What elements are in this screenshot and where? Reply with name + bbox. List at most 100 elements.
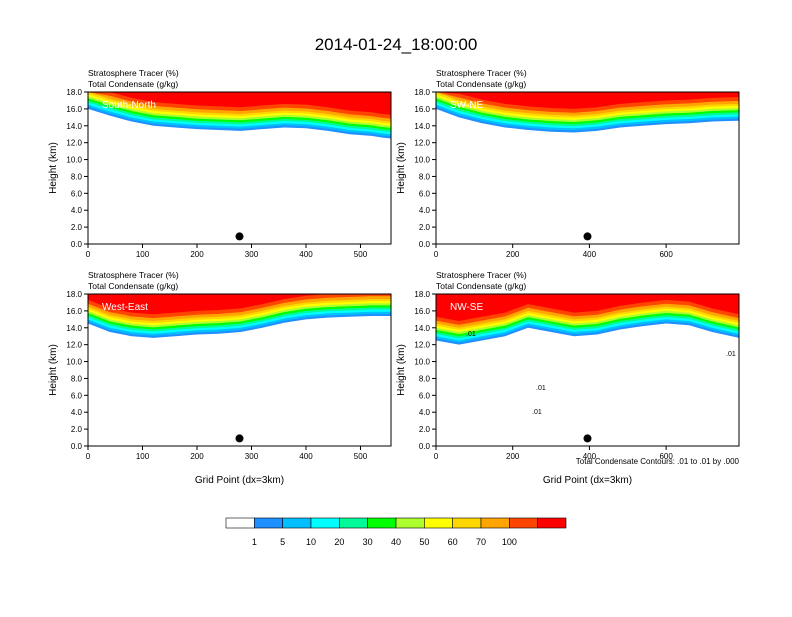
- y-tick-label: 6.0: [419, 391, 431, 400]
- colorbar-swatch: [339, 517, 368, 529]
- field2-label: Total Condensate (g/kg): [436, 79, 526, 89]
- colorbar-swatch: [310, 517, 340, 529]
- field1-label: Stratosphere Tracer (%): [436, 270, 527, 280]
- y-tick-label: 18.0: [66, 88, 82, 97]
- y-tick-label: 8.0: [419, 374, 431, 383]
- colorbar-label: 60: [448, 537, 458, 547]
- panel-name: South-North: [102, 100, 156, 111]
- tracer-band-11: [88, 294, 391, 315]
- location-marker: [583, 232, 592, 241]
- x-tick-label: 0: [86, 250, 91, 259]
- y-tick-label: 16.0: [66, 307, 82, 316]
- colorbar-swatch: [537, 517, 567, 529]
- y-tick-label: 0.0: [71, 240, 83, 249]
- y-tick-label: 10.0: [414, 156, 430, 165]
- y-tick-label: 0.0: [71, 442, 83, 451]
- panel-west-east: 0.0 2.0 4.0 6.0 8.0 10.0 12.0 14.0 16.0 18.0 0 100 2…: [48, 270, 392, 486]
- panel-name: SW-NE: [450, 100, 483, 111]
- tracer-band-11: [436, 294, 739, 322]
- colorbar-swatch: [452, 517, 482, 529]
- plot-frame: [435, 91, 740, 245]
- y-tick-label: 4.0: [71, 408, 83, 417]
- y-axis-label: Height (km): [48, 142, 59, 194]
- y-tick-label: 16.0: [66, 105, 82, 114]
- colorbar-swatch: [395, 517, 425, 529]
- x-tick-label: 500: [354, 250, 368, 259]
- y-tick-label: 4.0: [71, 206, 83, 215]
- colorbar-label: 30: [363, 537, 373, 547]
- contour-note: Total Condensate Contours: .01 to .01 by…: [576, 457, 740, 466]
- colorbar-label: 100: [502, 537, 517, 547]
- y-tick-label: 16.0: [414, 307, 430, 316]
- plot-frame: [435, 293, 740, 447]
- y-tick-label: 12.0: [66, 139, 82, 148]
- field2-label: Total Condensate (g/kg): [88, 79, 178, 89]
- x-tick-label: 600: [659, 452, 673, 461]
- y-tick-label: 0.0: [419, 442, 431, 451]
- x-tick-label: 300: [245, 250, 259, 259]
- colorbar-label: 20: [334, 537, 344, 547]
- colorbar-label: 40: [391, 537, 401, 547]
- y-tick-label: 8.0: [419, 172, 431, 181]
- field2-label: Total Condensate (g/kg): [436, 281, 526, 291]
- field1-label: Stratosphere Tracer (%): [436, 68, 527, 78]
- field1-label: Stratosphere Tracer (%): [88, 270, 179, 280]
- x-tick-label: 200: [506, 250, 520, 259]
- figure-title: 2014-01-24_18:00:00: [315, 35, 478, 54]
- x-tick-label: 400: [583, 452, 597, 461]
- x-tick-label: 100: [136, 452, 150, 461]
- x-tick-label: 0: [434, 452, 439, 461]
- colorbar: 1 5 10 20 30 40 50 60 70 100: [225, 517, 567, 547]
- x-axis-label: Grid Point (dx=3km): [195, 475, 284, 486]
- contour-label: .01: [532, 409, 542, 416]
- colorbar-swatch: [367, 517, 397, 529]
- x-tick-label: 500: [354, 452, 368, 461]
- colorbar-swatch: [282, 517, 312, 529]
- y-tick-label: 14.0: [414, 122, 430, 131]
- field1-label: Stratosphere Tracer (%): [88, 68, 179, 78]
- field2-label: Total Condensate (g/kg): [88, 281, 178, 291]
- x-tick-label: 300: [245, 452, 259, 461]
- y-tick-label: 6.0: [71, 391, 83, 400]
- plot-frame: [87, 91, 392, 245]
- y-tick-label: 12.0: [66, 341, 82, 350]
- x-tick-label: 400: [583, 250, 597, 259]
- x-tick-label: 400: [299, 452, 313, 461]
- x-tick-label: 0: [434, 250, 439, 259]
- tracer-fill: [436, 294, 739, 345]
- y-tick-label: 6.0: [71, 189, 83, 198]
- y-tick-label: 4.0: [419, 408, 431, 417]
- y-tick-label: 12.0: [414, 139, 430, 148]
- tracer-fill: [436, 92, 739, 133]
- x-axis-label: Grid Point (dx=3km): [543, 475, 632, 486]
- y-tick-label: 8.0: [71, 374, 83, 383]
- colorbar-label: 70: [476, 537, 486, 547]
- y-tick-label: 2.0: [419, 223, 431, 232]
- contour-label: .01: [726, 351, 736, 358]
- x-tick-label: 600: [659, 250, 673, 259]
- location-marker: [235, 434, 244, 443]
- y-tick-label: 14.0: [66, 122, 82, 131]
- contour-label: .01: [466, 331, 476, 338]
- panel-name: NW-SE: [450, 302, 483, 313]
- y-tick-label: 10.0: [414, 358, 430, 367]
- y-tick-label: 16.0: [414, 105, 430, 114]
- colorbar-swatch: [509, 517, 538, 529]
- y-tick-label: 12.0: [414, 341, 430, 350]
- y-tick-label: 10.0: [66, 156, 82, 165]
- y-tick-label: 14.0: [414, 324, 430, 333]
- colorbar-swatch: [254, 517, 283, 529]
- y-tick-label: 0.0: [419, 240, 431, 249]
- panel-south-north: 0.0 2.0 4.0 6.0 8.0 10.0 12.0 14.0 16.0 18.0 0 100 2…: [48, 68, 392, 259]
- y-tick-label: 18.0: [414, 88, 430, 97]
- colorbar-swatch: [424, 517, 453, 529]
- colorbar-label: 10: [306, 537, 316, 547]
- tracer-fill: [88, 92, 391, 139]
- x-tick-label: 200: [506, 452, 520, 461]
- panel-name: West-East: [102, 302, 148, 313]
- panels: 0.0 2.0 4.0 6.0 8.0 10.0 12.0 14.0 16.0 18.0 0 100 2…: [48, 68, 740, 486]
- y-tick-label: 2.0: [71, 425, 83, 434]
- tracer-fill: [88, 294, 391, 338]
